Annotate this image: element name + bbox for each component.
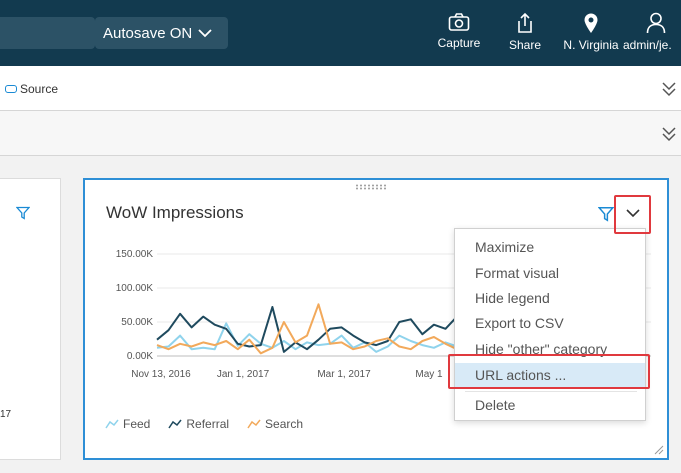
legend-label: Search [265, 417, 304, 431]
top-bar: Autosave ON Capture Share N. Virginia ad… [0, 0, 681, 66]
camera-icon [448, 13, 470, 31]
y-tick-label: 0.00K [127, 351, 153, 362]
left-card: 17 [0, 178, 61, 460]
share-icon [518, 12, 532, 33]
filter-icon[interactable] [16, 206, 30, 220]
user-menu[interactable]: admin/je. [623, 12, 681, 52]
capture-button[interactable]: Capture [435, 12, 483, 50]
legend-swatch-icon [105, 419, 119, 429]
expand-icon[interactable] [661, 125, 677, 143]
tag-icon [5, 85, 17, 93]
highlight-menu-button [614, 195, 651, 234]
user-label: admin/je. [623, 38, 672, 52]
legend-item-feed[interactable]: Feed [105, 417, 150, 431]
x-tick-label: Nov 13, 2016 [131, 369, 191, 380]
y-tick-label: 150.00K [116, 249, 154, 260]
x-tick-label: Jan 1, 2017 [217, 369, 270, 380]
y-tick-label: 50.00K [121, 317, 153, 328]
filters-row: Source [0, 66, 681, 111]
menu-item-hide-legend[interactable]: Hide legend [475, 290, 550, 306]
region-label: N. Virginia [563, 38, 619, 52]
legend-item-referral[interactable]: Referral [168, 417, 229, 431]
menu-item-maximize[interactable]: Maximize [475, 239, 535, 255]
impressions-line-chart: 150.00K 100.00K 50.00K 0.00K Nov 13, 2016 Jan… [116, 249, 651, 380]
highlight-url-actions [448, 354, 650, 389]
menu-item-delete[interactable]: Delete [475, 397, 516, 413]
series-line-referral[interactable] [156, 306, 458, 353]
share-button[interactable]: Share [507, 12, 543, 52]
chevron-down-icon [198, 29, 212, 38]
autosave-dropdown[interactable]: Autosave ON [95, 17, 228, 49]
partial-value: 17 [0, 409, 12, 420]
source-label: Source [20, 82, 59, 96]
series-line-search[interactable] [156, 303, 458, 355]
x-tick-label: Mar 1, 2017 [317, 369, 371, 380]
chart-legend: Feed Referral Search [105, 417, 321, 431]
legend-label: Referral [186, 417, 230, 431]
controls-row [0, 111, 681, 156]
legend-item-search[interactable]: Search [247, 417, 303, 431]
menu-item-hide-other-category[interactable]: Hide "other" category [475, 341, 608, 357]
search-box[interactable] [0, 17, 95, 49]
user-icon [646, 12, 666, 34]
chevron-down-icon [626, 208, 640, 217]
menu-item-url-actions[interactable]: URL actions ... [455, 363, 645, 387]
series-line-feed[interactable] [156, 322, 458, 353]
menu-item-export-csv[interactable]: Export to CSV [475, 315, 564, 331]
source-filter[interactable]: Source [5, 82, 58, 96]
resize-handle-icon[interactable] [654, 445, 664, 455]
filter-icon[interactable] [598, 206, 614, 222]
drag-handle-icon[interactable] [355, 184, 391, 190]
share-label: Share [508, 38, 542, 52]
y-tick-label: 100.00K [116, 283, 154, 294]
expand-icon[interactable] [661, 80, 677, 98]
menu-divider [465, 391, 637, 392]
legend-swatch-icon [247, 419, 261, 429]
autosave-label: Autosave ON [103, 24, 193, 42]
menu-item-format-visual[interactable]: Format visual [475, 265, 560, 281]
visual-menu-button[interactable] [618, 198, 648, 228]
legend-label: Feed [123, 417, 151, 431]
legend-swatch-icon [168, 419, 182, 429]
capture-label: Capture [437, 36, 481, 50]
region-selector[interactable]: N. Virginia [560, 12, 622, 52]
x-tick-label: May 1 [415, 369, 443, 380]
location-pin-icon [584, 13, 598, 33]
card-title: WoW Impressions [106, 203, 244, 222]
visual-options-menu: Maximize Format visual Hide legend Expor… [454, 228, 646, 421]
